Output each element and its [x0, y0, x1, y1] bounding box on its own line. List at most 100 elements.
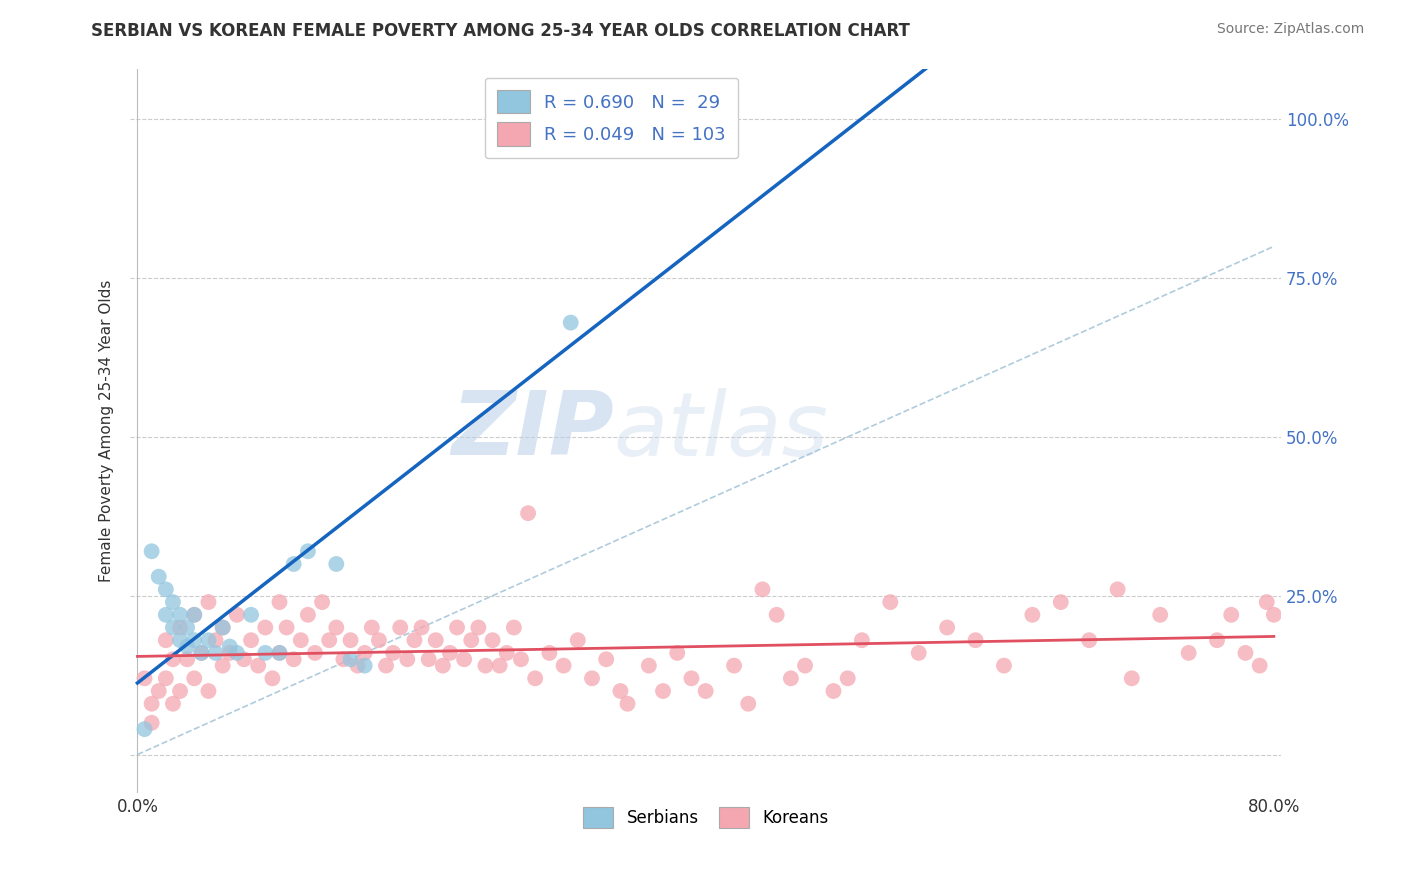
- Point: [560, 316, 582, 330]
- Point: [134, 722, 156, 736]
- Point: [609, 684, 631, 698]
- Point: [254, 646, 277, 660]
- Point: [247, 658, 270, 673]
- Point: [211, 620, 233, 634]
- Point: [695, 684, 717, 698]
- Point: [1256, 595, 1278, 609]
- Point: [353, 658, 375, 673]
- Point: [190, 646, 212, 660]
- Point: [176, 640, 198, 654]
- Point: [404, 633, 426, 648]
- Point: [396, 652, 419, 666]
- Point: [148, 570, 170, 584]
- Point: [339, 652, 361, 666]
- Point: [218, 646, 240, 660]
- Point: [637, 658, 659, 673]
- Point: [488, 658, 510, 673]
- Point: [254, 620, 277, 634]
- Point: [751, 582, 773, 597]
- Point: [283, 557, 305, 571]
- Y-axis label: Female Poverty Among 25-34 Year Olds: Female Poverty Among 25-34 Year Olds: [100, 279, 114, 582]
- Point: [162, 697, 184, 711]
- Point: [517, 506, 540, 520]
- Point: [225, 607, 247, 622]
- Point: [169, 633, 191, 648]
- Point: [467, 620, 489, 634]
- Point: [162, 595, 184, 609]
- Point: [879, 595, 901, 609]
- Point: [318, 633, 340, 648]
- Point: [389, 620, 412, 634]
- Point: [233, 652, 256, 666]
- Point: [538, 646, 561, 660]
- Point: [510, 652, 533, 666]
- Point: [155, 671, 177, 685]
- Point: [375, 658, 398, 673]
- Point: [907, 646, 929, 660]
- Point: [176, 652, 198, 666]
- Point: [339, 633, 361, 648]
- Point: [183, 633, 205, 648]
- Point: [176, 620, 198, 634]
- Point: [765, 607, 787, 622]
- Point: [524, 671, 547, 685]
- Point: [460, 633, 482, 648]
- Point: [652, 684, 675, 698]
- Point: [432, 658, 454, 673]
- Point: [794, 658, 817, 673]
- Point: [446, 620, 468, 634]
- Point: [134, 671, 156, 685]
- Point: [262, 671, 284, 685]
- Point: [666, 646, 689, 660]
- Point: [211, 658, 233, 673]
- Point: [553, 658, 575, 673]
- Point: [197, 684, 219, 698]
- Point: [346, 658, 368, 673]
- Point: [204, 633, 226, 648]
- Text: Source: ZipAtlas.com: Source: ZipAtlas.com: [1216, 22, 1364, 37]
- Point: [453, 652, 475, 666]
- Point: [993, 658, 1015, 673]
- Point: [581, 671, 603, 685]
- Point: [297, 607, 319, 622]
- Point: [823, 684, 845, 698]
- Point: [567, 633, 589, 648]
- Point: [681, 671, 703, 685]
- Point: [169, 684, 191, 698]
- Point: [311, 595, 333, 609]
- Point: [325, 557, 347, 571]
- Point: [439, 646, 461, 660]
- Point: [269, 646, 291, 660]
- Point: [162, 652, 184, 666]
- Point: [368, 633, 391, 648]
- Point: [360, 620, 382, 634]
- Point: [183, 607, 205, 622]
- Point: [269, 646, 291, 660]
- Point: [1107, 582, 1129, 597]
- Point: [546, 141, 568, 155]
- Point: [332, 652, 354, 666]
- Point: [183, 671, 205, 685]
- Point: [723, 658, 745, 673]
- Point: [225, 646, 247, 660]
- Point: [353, 646, 375, 660]
- Point: [197, 633, 219, 648]
- Text: atlas: atlas: [613, 388, 828, 474]
- Point: [1249, 658, 1271, 673]
- Point: [1078, 633, 1101, 648]
- Point: [1206, 633, 1229, 648]
- Point: [141, 697, 163, 711]
- Point: [297, 544, 319, 558]
- Point: [204, 646, 226, 660]
- Point: [183, 607, 205, 622]
- Point: [965, 633, 987, 648]
- Point: [418, 652, 440, 666]
- Point: [737, 697, 759, 711]
- Point: [495, 646, 517, 660]
- Point: [218, 640, 240, 654]
- Point: [1021, 607, 1043, 622]
- Point: [155, 582, 177, 597]
- Point: [411, 620, 433, 634]
- Point: [851, 633, 873, 648]
- Point: [141, 544, 163, 558]
